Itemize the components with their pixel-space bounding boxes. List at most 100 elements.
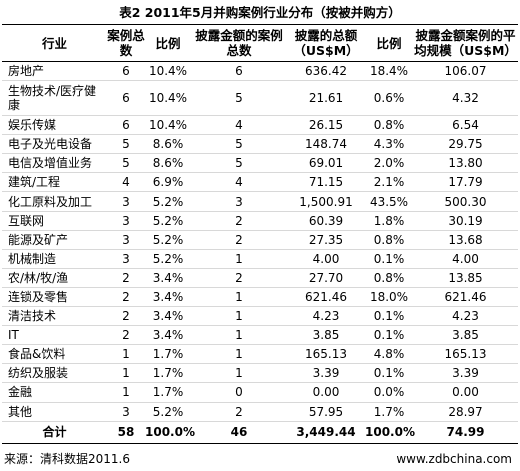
cell-average-size: 13.80 (413, 153, 518, 174)
cell-ratio: 3.4% (145, 287, 191, 308)
table-row: 金融 1 1.7% 0 0.00 0.0% 0.00 (2, 382, 518, 403)
header-ratio: 比例 (145, 24, 191, 62)
cell-case-count: 3 (107, 191, 145, 212)
cell-case-count: 5 (107, 153, 145, 174)
cell-average-size: 4.00 (413, 249, 518, 269)
cell-average-size: 13.85 (413, 268, 518, 288)
cell-industry: 纺织及服装 (2, 363, 107, 384)
cell-case-count: 1 (107, 363, 145, 384)
table-row: IT 2 3.4% 1 3.85 0.1% 3.85 (2, 325, 518, 346)
cell-case-count: 2 (107, 268, 145, 288)
header-row: 行业 案例总数 比例 披露金额的案例总数 披露的总额（US$M） 比例 披露金额… (2, 24, 518, 62)
cell-disclosed-count: 1 (191, 306, 287, 327)
industry-distribution-table: 行业 案例总数 比例 披露金额的案例总数 披露的总额（US$M） 比例 披露金额… (2, 24, 518, 444)
cell-case-count: 3 (107, 230, 145, 250)
cell-disclosed-amount: 57.95 (287, 402, 365, 422)
cell-industry: IT (2, 325, 107, 346)
cell-disclosed-count: 1 (191, 287, 287, 308)
cell-average-size: 29.75 (413, 134, 518, 155)
cell-disclosed-count: 2 (191, 402, 287, 422)
cell-ratio: 6.9% (145, 172, 191, 193)
cell-ratio: 1.7% (145, 363, 191, 384)
cell-average-size: 28.97 (413, 402, 518, 422)
cell-disclosed-amount: 3.85 (287, 325, 365, 346)
header-average-size: 披露金额案例的平均规模（US$M） (413, 24, 518, 62)
cell-disclosed-amount: 4.00 (287, 249, 365, 269)
cell-case-count: 6 (107, 61, 145, 82)
header-case-count: 案例总数 (107, 24, 145, 62)
cell-industry: 建筑/工程 (2, 172, 107, 193)
website-watermark: www.zdbchina.com (396, 452, 512, 466)
cell-amount-ratio: 43.5% (365, 191, 413, 212)
cell-ratio: 1.7% (145, 382, 191, 403)
cell-disclosed-count: 1 (191, 363, 287, 384)
cell-amount-ratio: 1.8% (365, 211, 413, 231)
cell-disclosed-amount: 621.46 (287, 287, 365, 308)
cell-disclosed-count: 1 (191, 325, 287, 346)
total-case-count: 58 (107, 420, 145, 444)
table-row: 机械制造 3 5.2% 1 4.00 0.1% 4.00 (2, 249, 518, 269)
cell-industry: 连锁及零售 (2, 287, 107, 308)
header-disclosed-amount: 披露的总额（US$M） (287, 24, 365, 62)
total-row: 合计 58 100.0% 46 3,449.44 100.0% 74.99 (2, 420, 518, 444)
cell-industry: 清洁技术 (2, 306, 107, 327)
cell-average-size: 3.39 (413, 363, 518, 384)
cell-disclosed-amount: 4.23 (287, 306, 365, 327)
cell-disclosed-count: 0 (191, 382, 287, 403)
cell-industry: 房地产 (2, 61, 107, 82)
table-body: 房地产 6 10.4% 6 636.42 18.4% 106.07 生物技术/医… (2, 61, 518, 444)
table-row: 互联网 3 5.2% 2 60.39 1.8% 30.19 (2, 211, 518, 231)
table-row: 农/林/牧/渔 2 3.4% 2 27.70 0.8% 13.85 (2, 268, 518, 288)
cell-disclosed-count: 4 (191, 115, 287, 136)
cell-disclosed-count: 6 (191, 61, 287, 82)
cell-average-size: 4.23 (413, 306, 518, 327)
cell-industry: 农/林/牧/渔 (2, 268, 107, 288)
table-row: 连锁及零售 2 3.4% 1 621.46 18.0% 621.46 (2, 287, 518, 308)
cell-disclosed-count: 5 (191, 80, 287, 117)
source-note: 来源：清科数据2011.6 (4, 452, 130, 466)
cell-disclosed-amount: 148.74 (287, 134, 365, 155)
cell-case-count: 6 (107, 80, 145, 117)
cell-average-size: 6.54 (413, 115, 518, 136)
cell-average-size: 30.19 (413, 211, 518, 231)
cell-case-count: 1 (107, 344, 145, 365)
cell-average-size: 165.13 (413, 344, 518, 365)
cell-industry: 食品&饮料 (2, 344, 107, 365)
cell-case-count: 3 (107, 211, 145, 231)
cell-ratio: 3.4% (145, 306, 191, 327)
cell-disclosed-amount: 27.70 (287, 268, 365, 288)
table-row: 电信及增值业务 5 8.6% 5 69.01 2.0% 13.80 (2, 153, 518, 174)
cell-average-size: 106.07 (413, 61, 518, 82)
cell-average-size: 13.68 (413, 230, 518, 250)
total-label: 合计 (2, 420, 107, 444)
cell-disclosed-count: 2 (191, 211, 287, 231)
cell-ratio: 8.6% (145, 134, 191, 155)
cell-industry: 机械制造 (2, 249, 107, 269)
cell-disclosed-amount: 636.42 (287, 61, 365, 82)
cell-disclosed-amount: 1,500.91 (287, 191, 365, 212)
cell-case-count: 3 (107, 402, 145, 422)
cell-disclosed-amount: 0.00 (287, 382, 365, 403)
cell-ratio: 3.4% (145, 268, 191, 288)
cell-disclosed-count: 3 (191, 191, 287, 212)
cell-case-count: 4 (107, 172, 145, 193)
table-row: 食品&饮料 1 1.7% 1 165.13 4.8% 165.13 (2, 344, 518, 365)
cell-average-size: 4.32 (413, 80, 518, 117)
cell-average-size: 3.85 (413, 325, 518, 346)
cell-ratio: 10.4% (145, 115, 191, 136)
cell-amount-ratio: 0.0% (365, 382, 413, 403)
table-row: 纺织及服装 1 1.7% 1 3.39 0.1% 3.39 (2, 363, 518, 384)
cell-ratio: 5.2% (145, 249, 191, 269)
cell-amount-ratio: 2.1% (365, 172, 413, 193)
cell-disclosed-amount: 26.15 (287, 115, 365, 136)
cell-case-count: 2 (107, 325, 145, 346)
cell-disclosed-count: 4 (191, 172, 287, 193)
cell-disclosed-amount: 60.39 (287, 211, 365, 231)
cell-ratio: 5.2% (145, 211, 191, 231)
cell-disclosed-count: 1 (191, 249, 287, 269)
table-row: 能源及矿产 3 5.2% 2 27.35 0.8% 13.68 (2, 230, 518, 250)
cell-case-count: 5 (107, 134, 145, 155)
table-row: 化工原料及加工 3 5.2% 3 1,500.91 43.5% 500.30 (2, 191, 518, 212)
cell-disclosed-amount: 3.39 (287, 363, 365, 384)
cell-amount-ratio: 18.0% (365, 287, 413, 308)
